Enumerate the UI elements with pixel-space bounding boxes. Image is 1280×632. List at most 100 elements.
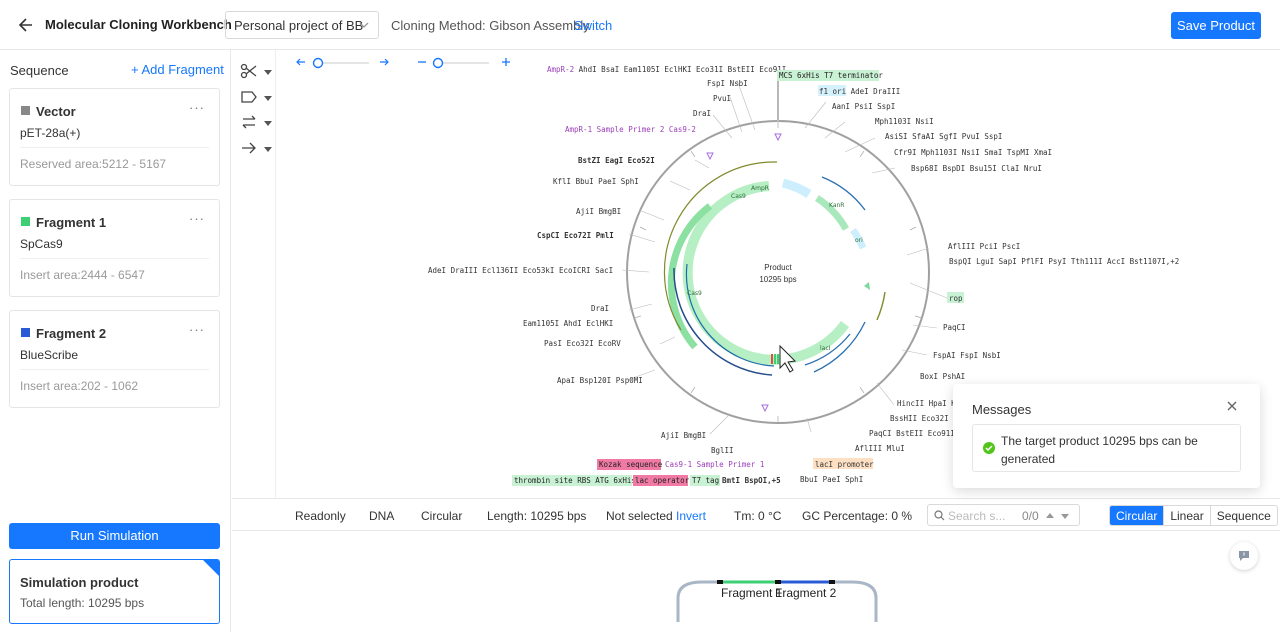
cloning-method: Cloning Method: Gibson Assembly (391, 18, 590, 33)
thrombin-feature-label: thrombin site RBS ATG 6xHis (514, 476, 636, 485)
site-label: AjiI BmgBI (661, 431, 706, 440)
site-label: PasI Eco32I EcoRV (544, 339, 621, 348)
direction-tool[interactable] (240, 139, 274, 159)
site-label: Bsp68I BspDI Bsu15I ClaI NruI (911, 164, 1042, 173)
zoom-controls[interactable] (418, 57, 510, 69)
search-count: 0/0 (1022, 509, 1039, 523)
more-icon[interactable]: ··· (189, 211, 205, 226)
f1-ori-box (818, 85, 846, 96)
rotate-controls[interactable] (296, 57, 389, 69)
dropdown-caret-icon[interactable] (264, 96, 272, 101)
selection-status: Not selected (606, 509, 673, 523)
f1-ori-arc[interactable] (850, 227, 867, 250)
scissors-icon (240, 63, 257, 79)
cas9-feature-arc[interactable] (682, 181, 850, 365)
type-status: DNA (369, 509, 395, 523)
swap-icon (242, 115, 256, 129)
zoom-in-icon[interactable] (502, 58, 510, 66)
lacI-inner-arc (804, 333, 851, 366)
fragment-2-card[interactable]: Fragment 2 ··· BlueScribe Insert area:20… (9, 310, 220, 408)
tm-status: Tm: 0 °C (734, 509, 782, 523)
card-area: Reserved area:5212 - 5167 (20, 157, 167, 171)
message-text: The target product 10295 bps can be gene… (1001, 434, 1198, 466)
back-arrow-icon[interactable] (18, 15, 34, 35)
tab-linear[interactable]: Linear (1163, 506, 1209, 525)
mode-status: Readonly (295, 509, 346, 523)
selected-corner-marker (203, 560, 219, 576)
message-item: The target product 10295 bps can be gene… (972, 424, 1241, 472)
vector-card[interactable]: Vector ··· pET-28a(+) Reserved area:5212… (9, 88, 220, 186)
bottom-sites-label: BmtI BspOI,+5 (722, 476, 781, 485)
rotate-left-icon[interactable] (296, 58, 305, 66)
site-label: Eam1105I AhdI EclHKI (523, 319, 613, 328)
t7-tag-box[interactable] (690, 475, 720, 486)
site-label: BssHII Eco32I E (890, 414, 958, 423)
cut-line (777, 72, 779, 122)
feedback-button[interactable] (1230, 542, 1258, 570)
success-check-icon (983, 442, 995, 454)
site-label: Cfr9I Mph1103I NsiI SmaI TspMI XmaI (894, 148, 1052, 157)
site-label: BbuI PaeI SphI (800, 475, 863, 484)
project-select[interactable]: Personal project of BB (225, 11, 379, 39)
primer-marker-icon (706, 152, 714, 161)
thrombin-feature-box[interactable] (512, 475, 632, 486)
arc-label: KanR (829, 202, 844, 209)
simulation-product-card[interactable]: Simulation product Total length: 10295 b… (9, 559, 220, 624)
search-placeholder: Search s... (948, 509, 1006, 523)
lacI-promoter-box[interactable] (813, 458, 873, 469)
dropdown-caret-icon[interactable] (264, 121, 272, 126)
switch-method-link[interactable]: Switch (574, 18, 613, 33)
mcs-feature-box[interactable] (777, 70, 879, 81)
search-prev-icon[interactable] (1046, 513, 1054, 518)
lac-operator-box[interactable] (633, 475, 688, 486)
length-status: Length: 10295 bps (487, 509, 587, 523)
tab-circular[interactable]: Circular (1110, 506, 1164, 525)
ampr-feature-arc[interactable] (667, 203, 713, 350)
save-product-button[interactable]: Save Product (1171, 12, 1261, 39)
divider (20, 147, 209, 148)
rotate-slider-handle[interactable] (312, 57, 324, 69)
more-icon[interactable]: ··· (189, 322, 205, 337)
zoom-slider-handle[interactable] (432, 57, 444, 69)
dropdown-caret-icon[interactable] (264, 70, 272, 75)
search-next-icon[interactable] (1061, 514, 1069, 519)
ori-feature-arc[interactable] (781, 178, 812, 198)
arrow-right-icon (242, 142, 256, 154)
rotate-right-icon[interactable] (380, 58, 389, 66)
kanr-feature-arc[interactable] (815, 195, 850, 231)
annotate-tool[interactable] (240, 88, 274, 108)
card-sequence-name: SpCas9 (20, 237, 63, 251)
cut-tool[interactable] (240, 62, 274, 82)
tab-sequence[interactable]: Sequence (1209, 506, 1277, 525)
close-icon[interactable] (1226, 400, 1238, 412)
marker-green (777, 354, 779, 364)
mcs-feature-label: MCS 6xHis T7 terminator (779, 71, 883, 80)
site-label: FspAI FspI NsbI (933, 351, 1001, 360)
feature-name: AmpR-2 (547, 65, 574, 74)
add-fragment-button[interactable]: + Add Fragment (131, 62, 224, 77)
site-label: Mph1103I NsiI (875, 117, 934, 126)
fragment-1-card[interactable]: Fragment 1 ··· SpCas9 Insert area:2444 -… (9, 199, 220, 297)
marker-green (774, 354, 776, 364)
assembly-diagram (676, 580, 878, 622)
site-label: BstZI EagI Eco52I (578, 156, 655, 165)
search-icon (934, 510, 945, 521)
site-label: ApaI Bsp120I Psp0MI (557, 376, 643, 385)
run-simulation-button[interactable]: Run Simulation (9, 523, 220, 549)
kozak-box[interactable] (597, 459, 661, 470)
more-icon[interactable]: ··· (189, 100, 205, 115)
site-label: AdeI DraIII Ecl136II Eco53kI EcoICRI Sac… (428, 266, 613, 275)
dropdown-caret-icon[interactable] (264, 147, 272, 152)
plasmid-map[interactable]: Product 10295 bps AmpR Cas9 Cas9 KanR or… (277, 50, 1280, 498)
swap-tool[interactable] (240, 113, 274, 133)
rop-feature-box[interactable] (947, 292, 964, 303)
rop-arc (876, 291, 886, 321)
view-mode-tabs[interactable]: Circular Linear Sequence (1109, 505, 1278, 526)
sequence-search[interactable]: Search s... 0/0 (927, 504, 1080, 526)
fragment-2-label: Fragment 2 (775, 586, 837, 600)
lacI-promoter-label: lacI promoter (815, 460, 874, 469)
chevron-down-icon (359, 22, 369, 28)
invert-link[interactable]: Invert (676, 509, 707, 523)
site-label: f1 ori AdeI DraIII (819, 87, 900, 96)
site-label: CspCI Eco72I PmlI (537, 231, 614, 240)
